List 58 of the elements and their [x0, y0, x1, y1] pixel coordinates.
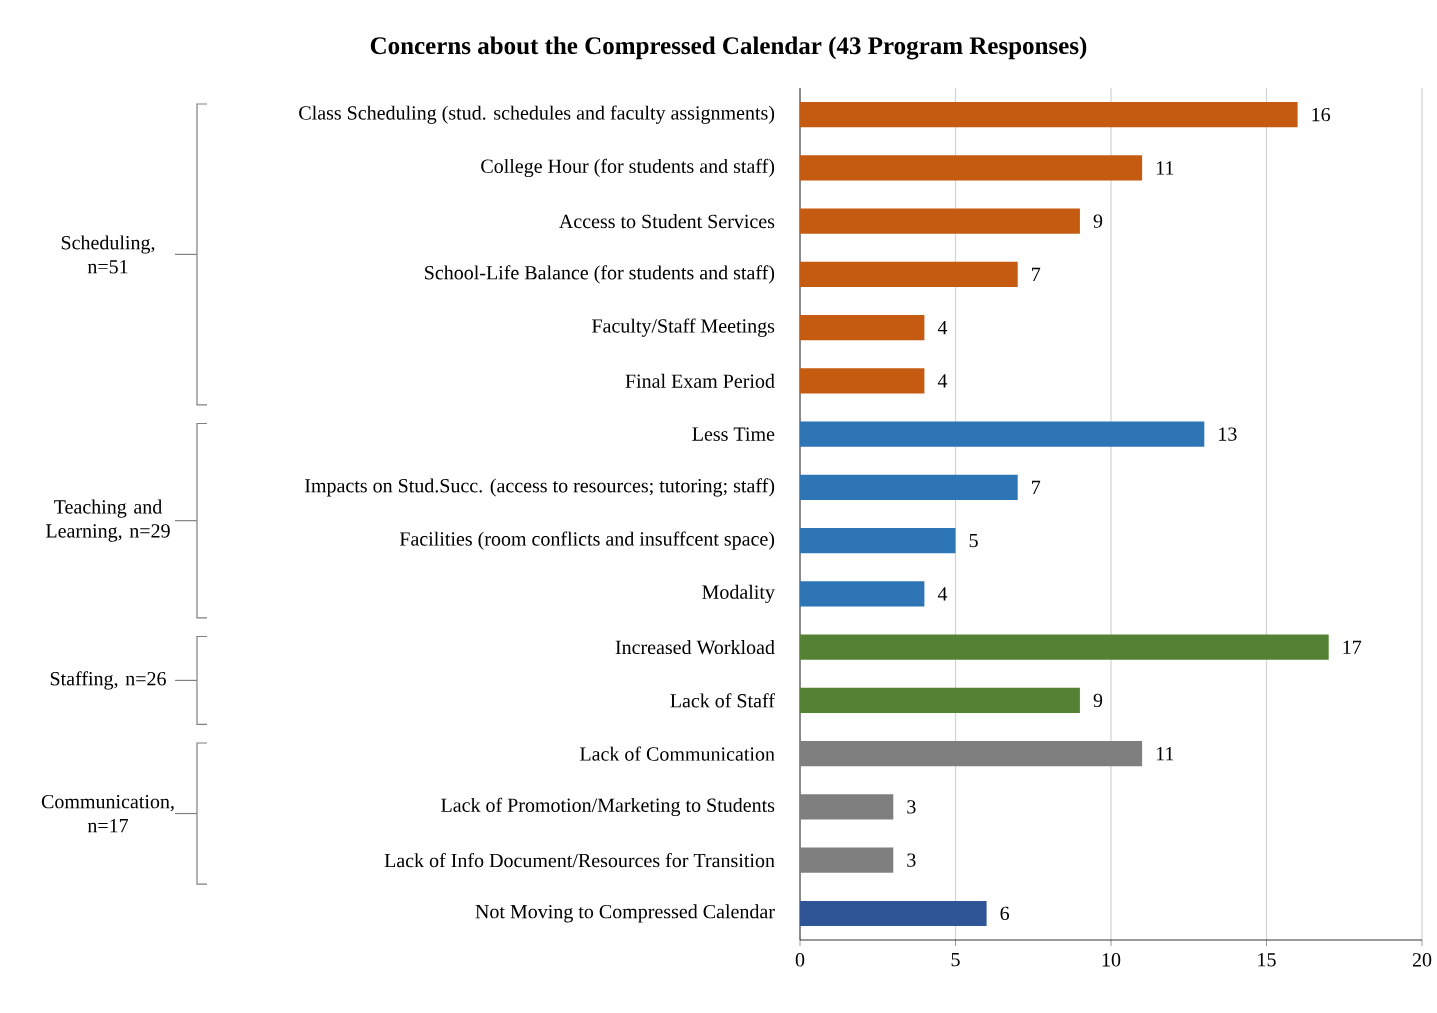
data-label: 3	[907, 853, 916, 867]
data-label: 5	[969, 533, 978, 548]
y-tick-label: Lack of Staff	[670, 693, 775, 708]
data-label: 9	[1093, 693, 1103, 708]
bar	[800, 102, 1298, 128]
data-label: 16	[1312, 107, 1331, 122]
data-label: 3	[907, 800, 916, 814]
data-label: 4	[937, 587, 948, 601]
text: Scheduling, n=51	[61, 235, 155, 274]
bar	[800, 315, 925, 341]
text: Communication, n=17	[41, 794, 174, 833]
bar	[800, 155, 1143, 181]
bar	[800, 634, 1329, 660]
data-label: 4	[937, 374, 948, 388]
y-tick-label: Lack of Info Document/Resources for Transition	[384, 852, 775, 868]
text: Teaching and Learning, n=29	[45, 499, 170, 542]
y-tick-label: Impacts on Stud.Succ. (access to resources; tutoring; staff)	[305, 478, 775, 497]
x-tick-label: 15	[1258, 953, 1276, 967]
data-label: 13	[1219, 427, 1237, 441]
y-tick-label: College Hour (for students and staff)	[481, 158, 775, 178]
y-tick-label: Final Exam Period	[625, 373, 775, 388]
bar	[800, 741, 1143, 767]
y-tick-label: Faculty/Staff Meetings	[592, 318, 775, 337]
y-tick-label: Access to Student Services	[559, 214, 775, 229]
x-tick-label: 20	[1412, 953, 1432, 967]
bar	[800, 261, 1018, 287]
data-label: 11	[1156, 161, 1174, 175]
x-tick-label: 0	[795, 953, 805, 967]
bar	[800, 847, 894, 873]
y-tick-label: School-Life Balance (for students and staff)	[425, 265, 775, 284]
data-label: 6	[1000, 906, 1010, 921]
bar	[800, 794, 894, 820]
data-label: 4	[937, 321, 948, 335]
data-label: 7	[1032, 480, 1041, 494]
x-tick-label: 10	[1102, 953, 1121, 967]
x-tick-label: 5	[951, 953, 960, 967]
bar	[800, 581, 925, 607]
bar	[800, 687, 1080, 713]
bar	[800, 474, 1018, 500]
y-tick-label: Increased Workload	[615, 640, 775, 655]
y-tick-label: Facilities (room conflicts and insuffcent space)	[399, 531, 775, 550]
bar	[800, 368, 925, 394]
chart-title: Concerns about the Compressed Calendar (43 Program Responses)	[370, 36, 1087, 60]
y-tick-label: Class Scheduling (stud. schedules and faculty assignments)	[299, 105, 775, 124]
y-tick-label: Lack of Communication	[579, 746, 775, 761]
bar	[800, 421, 1205, 447]
bar	[800, 900, 987, 926]
y-tick-label: Less Time	[692, 427, 775, 441]
bar	[800, 528, 956, 554]
text: Staffing, n=26	[50, 671, 166, 690]
bar	[800, 208, 1080, 234]
y-tick-label: Modality	[702, 584, 775, 603]
data-label: 9	[1093, 214, 1103, 228]
y-tick-label: Lack of Promotion/Marketing to Students	[441, 797, 775, 817]
data-label: 11	[1156, 747, 1174, 761]
data-label: 17	[1343, 640, 1362, 654]
y-tick-label: Not Moving to Compressed Calendar	[475, 904, 775, 923]
data-label: 7	[1032, 267, 1041, 281]
